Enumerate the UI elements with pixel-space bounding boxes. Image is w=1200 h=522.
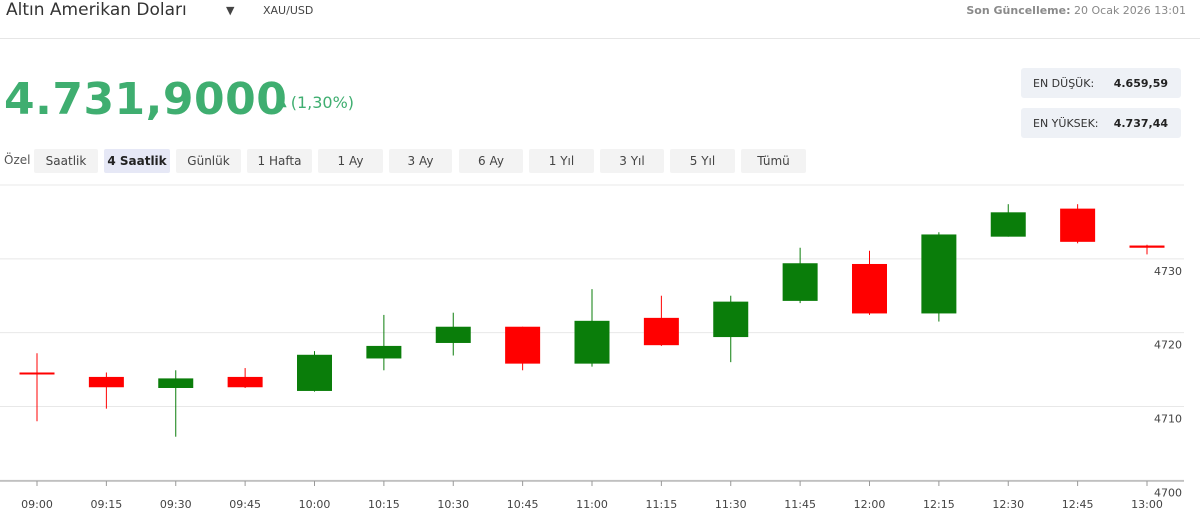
x-tick-label: 11:00 [576, 498, 608, 511]
y-tick-label: 4700 [1154, 486, 1182, 499]
candle-body [782, 263, 818, 301]
daily-low-box: EN DÜŞÜK: 4.659,59 [1021, 68, 1181, 98]
x-tick-label: 12:00 [854, 498, 886, 511]
x-tick-label: 09:00 [21, 498, 53, 511]
candle-body [574, 320, 610, 364]
daily-low-value: 4.659,59 [1113, 77, 1168, 90]
up-arrow-icon: ▲ [279, 98, 287, 109]
candle-body [852, 263, 887, 314]
range-button-3-years[interactable]: 3 Yıl [600, 149, 664, 173]
x-tick-label: 13:00 [1131, 498, 1163, 511]
candle-body [643, 317, 679, 346]
range-button-all[interactable]: Tümü [741, 149, 806, 173]
candle-body [990, 212, 1026, 237]
range-button-4-hourly[interactable]: 4 Saatlik [104, 149, 170, 173]
x-tick-label: 10:30 [437, 498, 469, 511]
range-button-hourly[interactable]: Saatlik [34, 149, 98, 173]
daily-high-box: EN YÜKSEK: 4.737,44 [1021, 108, 1181, 138]
instrument-symbol: XAU/USD [263, 4, 314, 17]
candle-body [88, 376, 124, 388]
x-tick-label: 09:30 [160, 498, 192, 511]
x-tick-label: 11:15 [646, 498, 678, 511]
candle-body [713, 301, 749, 338]
daily-low-label: EN DÜŞÜK: [1033, 77, 1095, 90]
range-button-5-years[interactable]: 5 Yıl [670, 149, 735, 173]
candle-body [297, 354, 332, 391]
x-tick-label: 11:45 [784, 498, 816, 511]
daily-high-label: EN YÜKSEK: [1033, 117, 1099, 130]
range-button-1-week[interactable]: 1 Hafta [247, 149, 312, 173]
instrument-title: Altın Amerikan Doları [6, 0, 187, 20]
candle-body [921, 234, 957, 314]
price-change-value: (1,30%) [290, 93, 355, 112]
candle-body [435, 326, 471, 343]
y-tick-label: 4720 [1154, 339, 1182, 352]
x-tick-label: 09:15 [91, 498, 123, 511]
last-updated: Son Güncelleme: 20 Ocak 2026 13:01 [966, 4, 1186, 17]
current-price: 4.731,9000 [4, 74, 288, 125]
range-button-1-month[interactable]: 1 Ay [318, 149, 383, 173]
x-tick-label: 10:45 [507, 498, 539, 511]
range-button-daily[interactable]: Günlük [176, 149, 241, 173]
range-button-6-months[interactable]: 6 Ay [459, 149, 523, 173]
x-tick-label: 12:45 [1062, 498, 1094, 511]
candle-body [158, 378, 194, 388]
x-tick-label: 11:30 [715, 498, 747, 511]
header: Altın Amerikan Doları ▼ XAU/USD Son Günc… [0, 0, 1200, 39]
x-tick-label: 10:00 [299, 498, 331, 511]
custom-range-label[interactable]: Özel [4, 153, 31, 167]
y-tick-label: 4730 [1154, 265, 1182, 278]
candle-body [1060, 208, 1096, 242]
range-button-1-year[interactable]: 1 Yıl [529, 149, 594, 173]
candle-body [366, 345, 402, 359]
candle-body [227, 376, 263, 388]
candle-body [505, 326, 541, 364]
candle-body [1129, 245, 1165, 248]
range-button-3-months[interactable]: 3 Ay [389, 149, 452, 173]
candle-body [19, 372, 55, 375]
x-tick-label: 12:15 [923, 498, 955, 511]
daily-high-value: 4.737,44 [1113, 117, 1168, 130]
x-tick-label: 09:45 [229, 498, 261, 511]
price-change: ▲ (1,30%) [279, 93, 354, 112]
instrument-dropdown-icon[interactable]: ▼ [226, 4, 235, 17]
last-updated-label: Son Güncelleme: [966, 4, 1071, 17]
x-tick-label: 10:15 [368, 498, 400, 511]
x-tick-label: 12:30 [992, 498, 1024, 511]
last-updated-value: 20 Ocak 2026 13:01 [1074, 4, 1186, 17]
y-tick-label: 4710 [1154, 412, 1182, 425]
